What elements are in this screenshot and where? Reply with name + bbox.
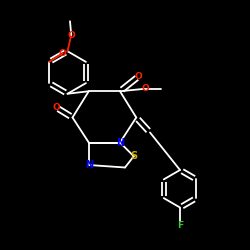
Text: N: N — [85, 160, 93, 170]
Text: F: F — [177, 220, 183, 230]
Text: O: O — [59, 48, 67, 58]
Text: O: O — [68, 30, 75, 40]
Text: O: O — [52, 103, 60, 112]
Text: N: N — [116, 138, 124, 147]
Text: O: O — [141, 84, 149, 93]
Text: O: O — [135, 72, 142, 81]
Text: S: S — [130, 151, 137, 161]
